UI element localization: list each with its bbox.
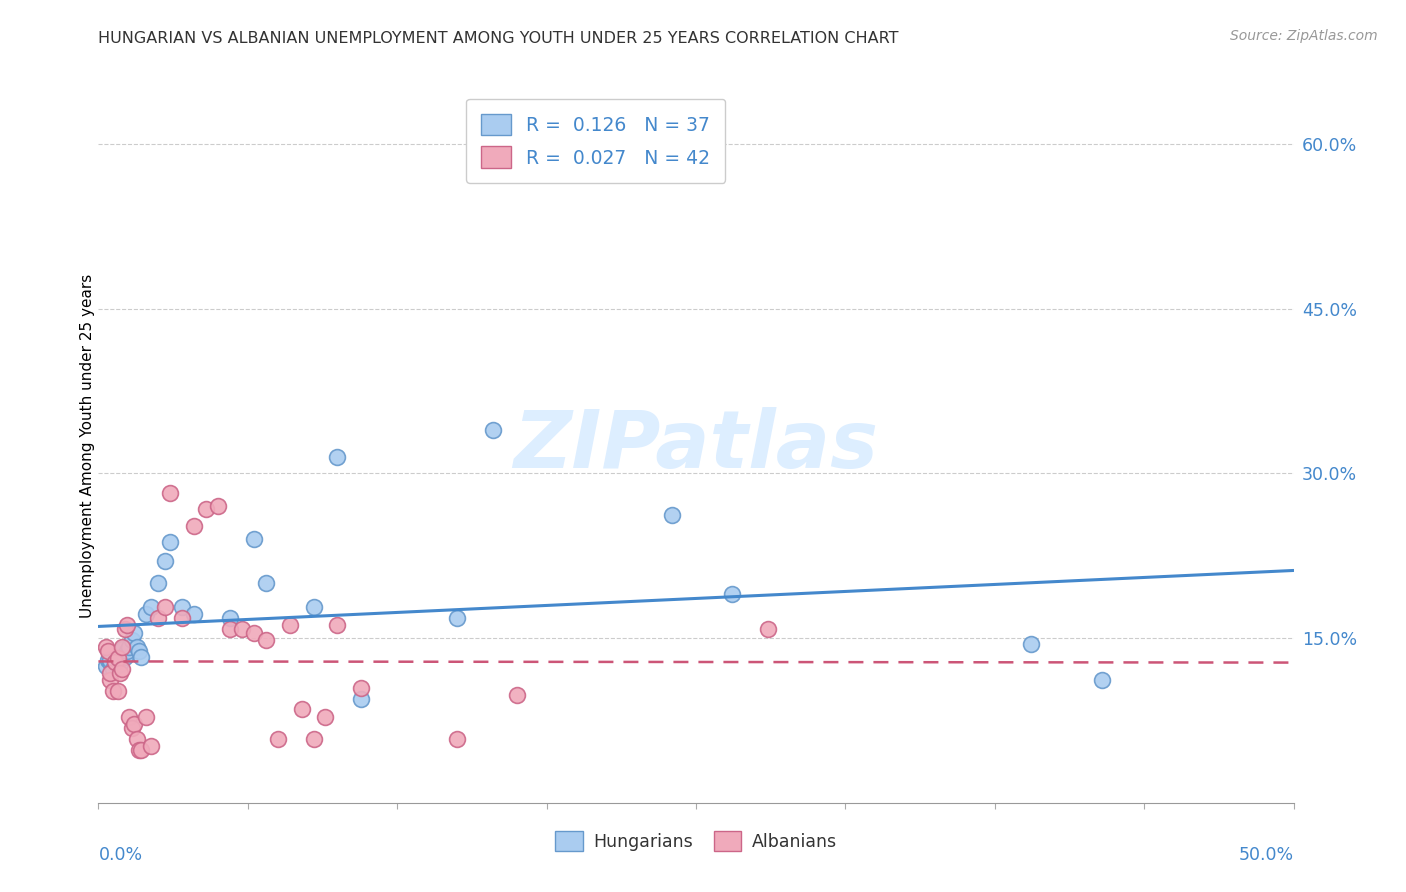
Point <box>1091 673 1114 687</box>
Point <box>94 658 117 673</box>
Point <box>290 702 312 716</box>
Point <box>219 611 242 625</box>
Point <box>125 640 148 654</box>
Text: Source: ZipAtlas.com: Source: ZipAtlas.com <box>1230 29 1378 43</box>
Point <box>207 500 229 514</box>
Point <box>107 683 129 698</box>
Point <box>231 623 253 637</box>
Point <box>135 710 157 724</box>
Point <box>98 666 122 681</box>
Point <box>111 640 134 654</box>
Text: 50.0%: 50.0% <box>1239 846 1294 863</box>
Point <box>326 618 349 632</box>
Point <box>118 640 141 654</box>
Point <box>155 554 177 568</box>
Point <box>756 623 779 637</box>
Point <box>243 625 266 640</box>
Point <box>148 576 170 591</box>
Point <box>94 640 117 654</box>
Point <box>98 653 122 667</box>
Point <box>97 644 120 658</box>
Point <box>118 710 141 724</box>
Point <box>315 710 337 724</box>
Point <box>183 519 205 533</box>
Point <box>125 732 148 747</box>
Text: HUNGARIAN VS ALBANIAN UNEMPLOYMENT AMONG YOUTH UNDER 25 YEARS CORRELATION CHART: HUNGARIAN VS ALBANIAN UNEMPLOYMENT AMONG… <box>98 31 898 46</box>
Point <box>121 633 143 648</box>
Point <box>114 623 136 637</box>
Point <box>101 683 124 698</box>
Point <box>661 508 683 523</box>
Point <box>135 607 157 621</box>
Point <box>267 732 290 747</box>
Point <box>97 653 120 667</box>
Point <box>243 533 266 547</box>
Point <box>128 743 150 757</box>
Point <box>101 662 124 676</box>
Point <box>148 611 170 625</box>
Point <box>139 600 162 615</box>
Point <box>446 732 468 747</box>
Point <box>111 644 134 658</box>
Point <box>254 633 277 648</box>
Point <box>108 666 131 681</box>
Point <box>108 657 131 672</box>
Point <box>481 423 505 437</box>
Point <box>128 644 150 658</box>
Point <box>183 607 205 621</box>
Point <box>326 450 349 464</box>
Point <box>219 623 242 637</box>
Point <box>124 716 146 731</box>
Point <box>104 655 127 669</box>
Point <box>98 673 122 687</box>
Point <box>506 688 529 702</box>
Point <box>350 681 373 695</box>
Point <box>302 600 325 615</box>
Point <box>446 611 468 625</box>
Y-axis label: Unemployment Among Youth under 25 years: Unemployment Among Youth under 25 years <box>80 274 94 618</box>
Point <box>107 651 129 665</box>
Point <box>111 642 134 657</box>
Point <box>131 649 153 664</box>
Point <box>124 625 146 640</box>
Point <box>155 600 177 615</box>
Point <box>114 649 136 664</box>
Point <box>104 655 127 669</box>
Point <box>111 662 134 676</box>
Point <box>172 611 194 625</box>
Point <box>121 721 143 735</box>
Point <box>159 486 181 500</box>
Text: 0.0%: 0.0% <box>98 846 142 863</box>
Point <box>350 691 373 706</box>
Point <box>115 644 138 658</box>
Legend: Hungarians, Albanians: Hungarians, Albanians <box>548 824 844 858</box>
Point <box>254 576 277 591</box>
Point <box>139 739 162 753</box>
Point <box>1019 637 1042 651</box>
Point <box>172 600 194 615</box>
Point <box>278 618 301 632</box>
Point <box>721 587 744 601</box>
Text: ZIPatlas: ZIPatlas <box>513 407 879 485</box>
Point <box>302 732 325 747</box>
Point <box>194 501 217 516</box>
Point <box>107 651 129 665</box>
Point <box>115 618 138 632</box>
Point <box>159 534 181 549</box>
Point <box>131 743 153 757</box>
Point <box>98 655 122 669</box>
